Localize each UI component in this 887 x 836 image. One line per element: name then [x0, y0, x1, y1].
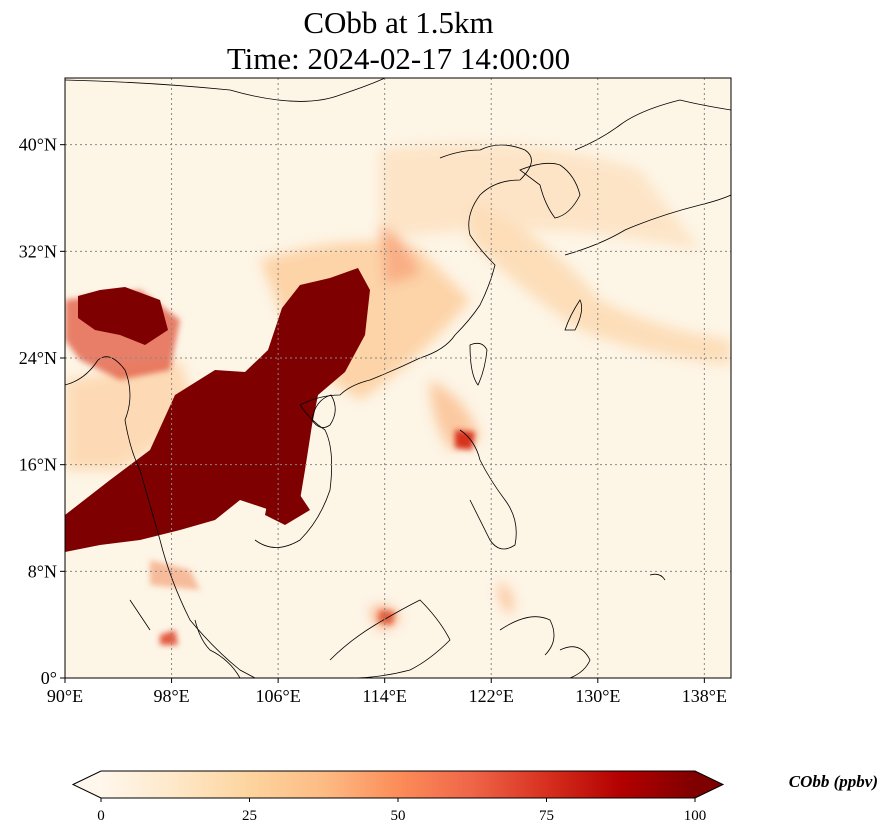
lat-tick-label-5: 40°N	[19, 135, 57, 155]
high-concentration-plume	[65, 268, 370, 552]
gridlines	[65, 78, 731, 678]
lon-tick-label-3: 114°E	[362, 686, 407, 706]
map-frame	[64, 77, 732, 679]
lon-tick-label-1: 98°E	[153, 686, 189, 706]
colorbar: 0 25 50 75 100 CObb (ppbv)	[71, 770, 878, 824]
concentration-field	[65, 143, 731, 645]
map-title-line1: CObb at 1.5km	[303, 5, 494, 40]
lon-tick-label-2: 106°E	[256, 686, 301, 706]
colorbar-extend-min	[73, 771, 101, 798]
colorbar-extend-max	[695, 771, 723, 798]
lon-tick-label-5: 130°E	[575, 686, 620, 706]
colorbar-ticks: 0 25 50 75 100	[97, 798, 706, 824]
longitude-ticks: 90°E 98°E 106°E 114°E 122°E 130°E 138°E	[47, 678, 727, 706]
colorbar-tick-label-0: 0	[97, 808, 105, 824]
colorbar-label: CObb (ppbv)	[789, 772, 878, 791]
colorbar-body	[101, 771, 695, 798]
colorbar-tick-label-2: 50	[391, 808, 406, 824]
lat-tick-label-2: 16°N	[19, 455, 57, 475]
colorbar-tick-label-3: 75	[539, 808, 554, 824]
lon-tick-label-6: 138°E	[682, 686, 727, 706]
latitude-ticks: 0° 8°N 16°N 24°N 32°N 40°N	[19, 135, 65, 688]
map-title-line2: Time: 2024-02-17 14:00:00	[226, 41, 571, 76]
lon-tick-label-0: 90°E	[47, 686, 83, 706]
lat-tick-label-3: 24°N	[19, 348, 57, 368]
coastlines	[65, 78, 731, 678]
lon-tick-label-4: 122°E	[469, 686, 514, 706]
colorbar-tick-label-4: 100	[684, 808, 707, 824]
lat-tick-label-1: 8°N	[28, 561, 57, 581]
map-area	[65, 78, 731, 678]
lat-tick-label-4: 32°N	[19, 241, 57, 261]
colorbar-tick-label-1: 25	[242, 808, 257, 824]
lat-tick-label-0: 0°	[41, 668, 57, 688]
